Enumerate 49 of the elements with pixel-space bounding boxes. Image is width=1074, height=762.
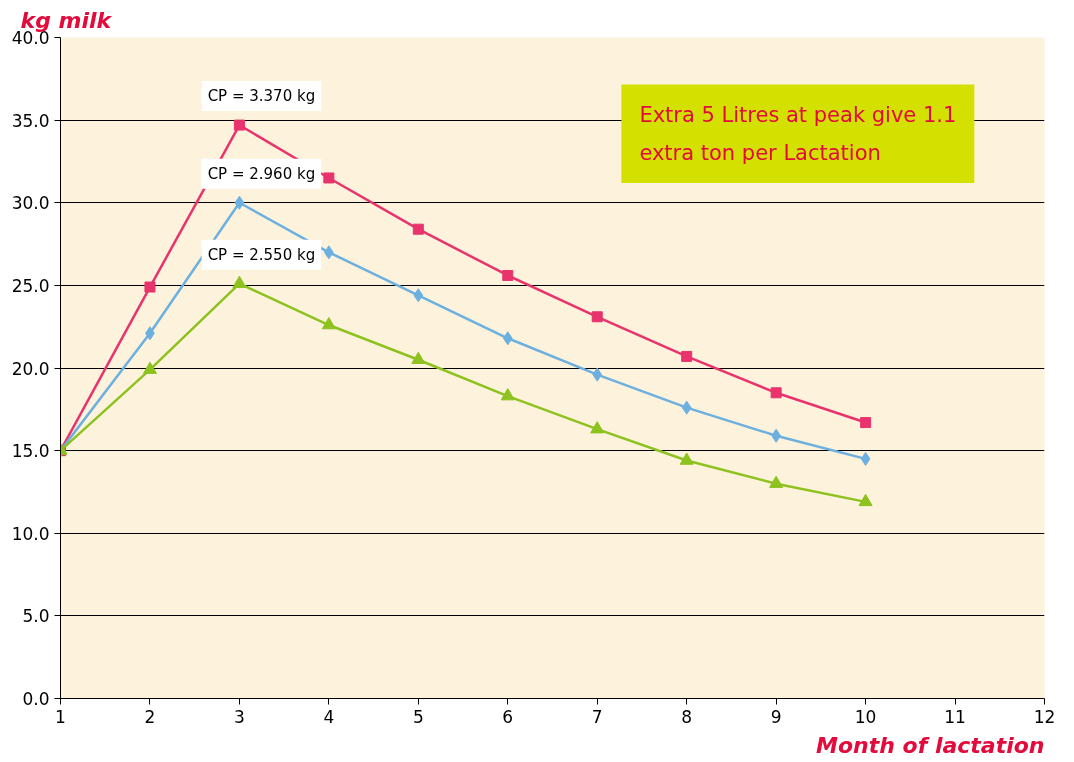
annotation: Extra 5 Litres at peak give 1.1 extra ton per Lactation [639, 102, 957, 165]
y-tick-label: 5.0 [22, 606, 50, 627]
point [502, 331, 513, 346]
x-tick-label: 8 [681, 706, 693, 727]
point [681, 400, 692, 415]
point [411, 351, 426, 364]
y-tick-label: 15.0 [11, 441, 50, 462]
y-tick-label: 10.0 [11, 523, 50, 544]
annotation: CP = 2.550 kg [207, 245, 316, 264]
x-tick-label: 7 [591, 706, 603, 727]
point [858, 493, 873, 507]
x-tick-label: 4 [323, 706, 335, 727]
x-tick-label: 3 [234, 706, 245, 727]
y-tick-label: 0.0 [22, 689, 50, 709]
point [500, 388, 515, 401]
point [144, 281, 156, 293]
point [323, 172, 335, 184]
x-tick-label: 11 [944, 706, 966, 727]
x-tick-label: 6 [502, 706, 514, 727]
point [860, 417, 872, 429]
point [502, 269, 514, 281]
point [770, 387, 782, 399]
x-tick-label: 12 [1033, 706, 1056, 727]
x-tick-label: 9 [770, 706, 782, 727]
point [321, 317, 336, 330]
point [412, 223, 424, 235]
x-tick-label: 2 [144, 706, 156, 727]
point [681, 350, 693, 362]
y-tick-label: 35.0 [11, 110, 50, 131]
point [233, 119, 245, 131]
point [679, 452, 694, 465]
y-tick-label: 20.0 [11, 358, 50, 379]
point [413, 288, 424, 303]
point [591, 311, 603, 323]
point [592, 367, 603, 382]
y-tick-label: 25.0 [11, 275, 50, 296]
point [590, 421, 605, 434]
x-tick-label: 1 [55, 706, 66, 727]
point [234, 195, 245, 210]
point [860, 451, 871, 466]
y-tick-label: 30.0 [11, 193, 50, 214]
point [232, 275, 247, 288]
point [142, 361, 157, 374]
x-tick-label: 5 [412, 706, 424, 727]
x-tick-label: 10 [854, 706, 877, 727]
point [769, 475, 784, 488]
x-axis-title: Month of lactation [816, 732, 1045, 758]
annotation: CP = 2.960 kg [207, 164, 316, 183]
annotation: CP = 3.370 kg [207, 87, 316, 106]
